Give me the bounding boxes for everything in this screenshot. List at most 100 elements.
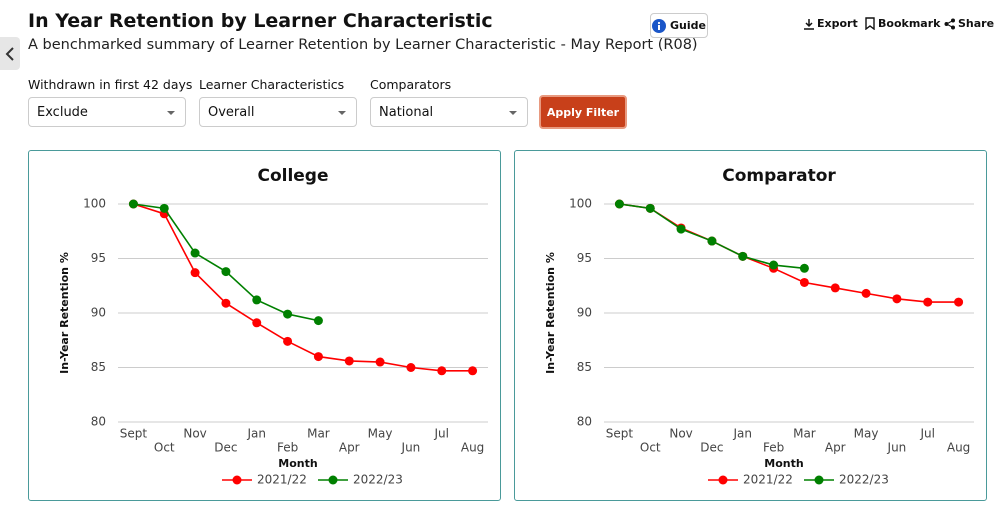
apply-filter-button[interactable]: Apply Filter: [539, 95, 627, 129]
x-tick-label: Dec: [214, 441, 237, 455]
filter-label: Comparators: [370, 77, 452, 92]
y-axis-title: In-Year Retention %: [544, 252, 557, 374]
data-point: [128, 199, 138, 209]
y-tick-label: 95: [577, 251, 592, 265]
data-point: [676, 224, 686, 234]
legend-label: 2022/23: [839, 473, 889, 487]
series-line: [133, 203, 473, 372]
y-tick-label: 100: [569, 197, 592, 211]
x-tick-label: Jan: [247, 427, 267, 441]
x-tick-label: Oct: [154, 441, 175, 455]
bookmark-label: Bookmark: [878, 17, 941, 30]
guide-button[interactable]: Guide: [650, 13, 708, 38]
chart: Comparator 80 85 90 95 100 In-Year Retention %…: [544, 166, 974, 487]
data-point: [344, 356, 354, 366]
y-tick-label: 85: [577, 360, 592, 374]
chart-panel: College 80 85 90 95 100 In-Year Retention % Sep…: [28, 150, 501, 501]
data-point: [799, 263, 809, 273]
data-point: [283, 309, 293, 319]
page-title: In Year Retention by Learner Characteris…: [28, 10, 493, 32]
filter-label: Learner Characteristics: [199, 77, 345, 92]
filter-select[interactable]: Exclude: [28, 97, 186, 127]
data-point: [892, 294, 902, 304]
legend-marker: [328, 475, 338, 485]
data-point: [738, 251, 748, 261]
x-tick-label: Jul: [920, 427, 935, 441]
filter-select[interactable]: National: [370, 97, 528, 127]
x-tick-label: Oct: [640, 441, 661, 455]
y-tick-label: 80: [91, 415, 106, 429]
x-tick-label: Sept: [606, 427, 634, 441]
chart-title: Comparator: [722, 166, 836, 186]
x-tick-label: Jun: [887, 441, 907, 455]
y-tick-label: 95: [91, 251, 106, 265]
x-tick-label: Nov: [669, 427, 692, 441]
x-axis-title: Month: [278, 457, 317, 470]
y-axis-title: In-Year Retention %: [58, 252, 71, 374]
data-point: [830, 283, 840, 293]
back-tab[interactable]: [0, 37, 20, 70]
series-line: [619, 203, 959, 303]
filter-select[interactable]: Overall: [199, 97, 357, 127]
share-button[interactable]: Share: [944, 17, 994, 30]
bookmark-button[interactable]: Bookmark: [864, 17, 940, 30]
chart: College 80 85 90 95 100 In-Year Retention % Sep…: [58, 166, 488, 487]
data-point: [707, 236, 717, 246]
legend-marker: [718, 475, 728, 485]
filter-label: Withdrawn in first 42 days: [28, 77, 193, 92]
x-tick-label: Feb: [763, 441, 784, 455]
share-label: Share: [958, 17, 995, 30]
data-point: [406, 363, 416, 372]
x-tick-label: Mar: [307, 427, 330, 441]
legend-label: 2022/23: [353, 473, 403, 487]
x-tick-label: May: [368, 427, 393, 441]
y-tick-label: 100: [83, 197, 106, 211]
data-point: [375, 357, 385, 367]
data-point: [190, 248, 200, 258]
data-point: [799, 277, 809, 287]
data-point: [221, 298, 231, 308]
x-tick-label: Feb: [277, 441, 298, 455]
y-tick-label: 90: [91, 306, 106, 320]
y-tick-label: 85: [91, 360, 106, 374]
page-subtitle: A benchmarked summary of Learner Retenti…: [28, 37, 698, 53]
x-tick-label: Mar: [793, 427, 816, 441]
data-point: [437, 366, 447, 376]
x-tick-label: May: [854, 427, 879, 441]
data-point: [313, 316, 323, 326]
export-button[interactable]: Export: [803, 17, 858, 30]
data-point: [221, 267, 231, 277]
export-label: Export: [817, 17, 858, 30]
legend-label: 2021/22: [257, 473, 307, 487]
legend-marker: [814, 475, 824, 485]
data-point: [769, 260, 779, 270]
chart-title: College: [257, 166, 328, 186]
legend-marker: [232, 475, 242, 485]
x-tick-label: Sept: [120, 427, 148, 441]
data-point: [923, 297, 933, 307]
x-tick-label: Jun: [401, 441, 421, 455]
x-axis-title: Month: [764, 457, 803, 470]
data-point: [313, 352, 323, 362]
y-tick-label: 80: [577, 415, 592, 429]
data-point: [252, 295, 262, 305]
x-tick-label: Aug: [947, 441, 970, 455]
x-tick-label: Nov: [183, 427, 206, 441]
data-point: [190, 268, 200, 278]
x-tick-label: Apr: [825, 441, 846, 455]
legend-label: 2021/22: [743, 473, 793, 487]
guide-label: Guide: [670, 19, 706, 32]
x-tick-label: Jan: [733, 427, 753, 441]
data-point: [252, 318, 262, 328]
x-tick-label: Dec: [700, 441, 723, 455]
chart-panel: Comparator 80 85 90 95 100 In-Year Retention %…: [514, 150, 987, 501]
data-point: [861, 288, 871, 298]
y-tick-label: 90: [577, 306, 592, 320]
data-point: [614, 199, 624, 209]
x-tick-label: Apr: [339, 441, 360, 455]
x-tick-label: Jul: [434, 427, 449, 441]
data-point: [159, 203, 169, 213]
data-point: [283, 336, 293, 346]
data-point: [468, 366, 478, 376]
